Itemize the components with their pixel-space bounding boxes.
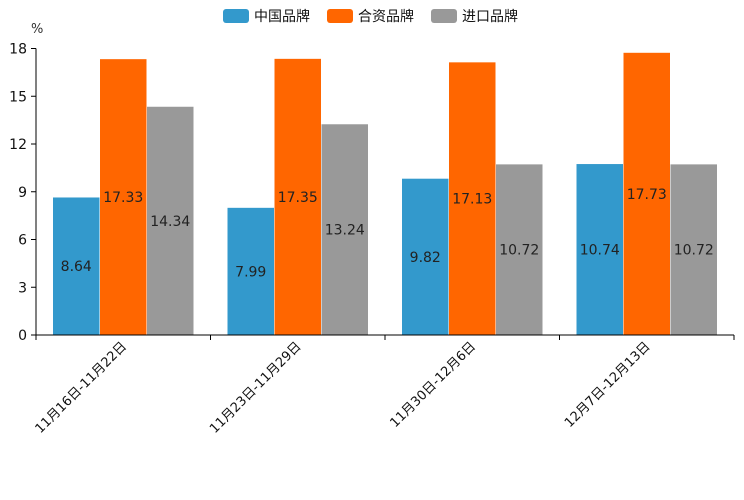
bar-value-label: 17.73 xyxy=(627,187,667,203)
bar[interactable] xyxy=(100,59,147,336)
x-tick-label: 11月30日-12月6日 xyxy=(387,339,479,431)
y-tick-label: 18 xyxy=(9,42,27,58)
legend-label[interactable]: 进口品牌 xyxy=(462,8,518,25)
bar[interactable] xyxy=(321,124,369,335)
bar-value-label: 17.13 xyxy=(452,192,492,208)
x-axis: 11月16日-11月22日 11月23日-11月29日 11月30日-12月6日 12… xyxy=(33,334,735,437)
legend-label[interactable]: 中国品牌 xyxy=(254,8,310,25)
x-tick-label: 11月23日-11月29日 xyxy=(207,339,304,436)
y-tick-label: 9 xyxy=(18,185,27,201)
bar[interactable] xyxy=(274,58,322,336)
bar-value-label: 13.24 xyxy=(325,223,365,239)
bar-value-label: 14.34 xyxy=(150,214,190,230)
bar-value-label: 17.33 xyxy=(103,190,143,206)
x-tick-label: 12月7日-12月13日 xyxy=(562,339,654,431)
y-axis-unit-label: % xyxy=(31,22,43,37)
bar[interactable] xyxy=(670,164,718,335)
bars: 8.64 7.99 9.82 10.74 17.33 17.35 17.13 17.73 14.… xyxy=(53,52,718,336)
bar[interactable] xyxy=(402,178,449,335)
bar[interactable] xyxy=(227,207,275,335)
bar[interactable] xyxy=(53,197,100,335)
legend: 中国品牌 合资品牌 进口品牌 xyxy=(223,8,518,25)
legend-label[interactable]: 合资品牌 xyxy=(358,8,414,25)
y-axis: 0 3 6 9 12 15 18 xyxy=(9,42,37,344)
bar-value-label: 10.72 xyxy=(499,243,539,259)
y-tick-label: 0 xyxy=(18,328,27,344)
bar-value-label: 7.99 xyxy=(235,264,266,280)
bar-value-label: 9.82 xyxy=(410,250,441,266)
bar[interactable] xyxy=(576,164,624,335)
y-tick-label: 6 xyxy=(18,233,27,249)
bar-value-label: 10.74 xyxy=(580,243,620,259)
bar-value-label: 8.64 xyxy=(61,259,92,275)
bar[interactable] xyxy=(449,62,496,335)
bar-value-label: 17.35 xyxy=(278,190,318,206)
bar[interactable] xyxy=(496,164,543,335)
y-tick-label: 15 xyxy=(9,89,27,105)
y-tick-label: 3 xyxy=(18,280,27,296)
legend-swatch[interactable] xyxy=(223,9,249,23)
x-tick-label: 11月16日-11月22日 xyxy=(33,339,130,436)
legend-swatch[interactable] xyxy=(327,9,353,23)
y-tick-label: 12 xyxy=(9,137,27,153)
bar-value-label: 10.72 xyxy=(674,243,714,259)
bar[interactable] xyxy=(623,52,671,336)
bar[interactable] xyxy=(147,106,194,335)
legend-swatch[interactable] xyxy=(431,9,457,23)
